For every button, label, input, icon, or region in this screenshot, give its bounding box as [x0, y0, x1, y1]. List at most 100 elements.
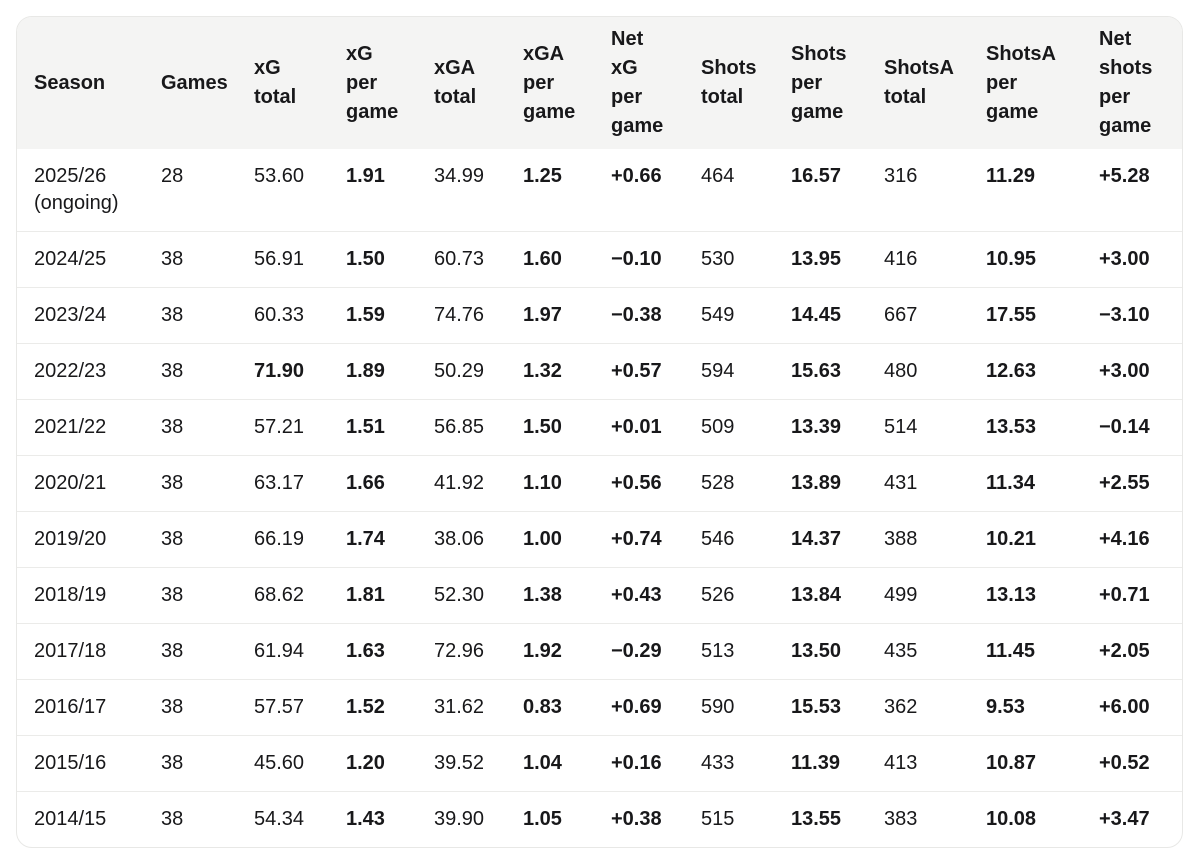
cell-xg-per-game: 1.91: [346, 165, 385, 187]
cell-shots-total: 528: [701, 455, 791, 512]
cell-xg-total: 53.60: [254, 165, 305, 187]
cell-xga-total: 56.85: [434, 399, 523, 456]
cell-net-shots-per-game: +2.05: [1099, 623, 1182, 680]
cell-season: 2014/15: [17, 791, 161, 847]
cell-shots-per-game: 16.57: [791, 165, 842, 187]
cell-net-xg-per-game: −0.29: [611, 623, 701, 680]
cell-games: 38: [161, 623, 254, 680]
cell-shots-per-game: 13.84: [791, 567, 884, 624]
cell-games: 38: [161, 511, 254, 568]
cell-shots-per-game: 15.63: [791, 343, 884, 400]
cell-shots-total: 530: [701, 231, 791, 288]
table-row: 2016/17 38 57.57 1.52 31.62 0.83 +0.69 590 15.53…: [17, 679, 1182, 736]
column-header-shotsa-per-game: ShotsA per game: [986, 17, 1099, 149]
cell-net-shots-per-game: +3.00: [1099, 231, 1182, 288]
cell-xg-per-game: 1.89: [346, 343, 434, 400]
cell-shotsa-per-game: 10.95: [986, 231, 1099, 288]
cell-xga-total: 41.92: [434, 455, 523, 512]
cell-shotsa-total: 413: [884, 735, 986, 792]
cell-shotsa-per-game: 13.53: [986, 399, 1099, 456]
cell-games: 38: [161, 343, 254, 400]
cell-shots-per-game: 13.95: [791, 231, 884, 288]
cell-net-xg-per-game: +0.56: [611, 455, 701, 512]
cell-xg-total: 54.34: [254, 791, 346, 847]
cell-xga-total: 50.29: [434, 343, 523, 400]
cell-shotsa-per-game: 12.63: [986, 343, 1099, 400]
table-body: 2025/26 (ongoing) 28 53.60 1.91 34.99 1.25 +0.…: [17, 149, 1182, 847]
cell-xga-total: 31.62: [434, 679, 523, 736]
cell-shots-per-game: 14.37: [791, 511, 884, 568]
cell-xga-per-game: 1.04: [523, 735, 611, 792]
cell-shots-total: 546: [701, 511, 791, 568]
cell-shotsa-total: 480: [884, 343, 986, 400]
cell-season: 2024/25: [17, 231, 161, 288]
cell-games: 38: [161, 231, 254, 288]
cell-shots-total: 590: [701, 679, 791, 736]
cell-games: 38: [161, 679, 254, 736]
cell-xga-per-game: 0.83: [523, 679, 611, 736]
cell-shots-total: 549: [701, 287, 791, 344]
cell-shots-total: 513: [701, 623, 791, 680]
cell-net-shots-per-game: +3.47: [1099, 791, 1182, 847]
cell-games: 28: [161, 165, 184, 187]
cell-net-xg-per-game: +0.01: [611, 399, 701, 456]
cell-net-xg-per-game: +0.66: [611, 165, 662, 187]
cell-season: 2016/17: [17, 679, 161, 736]
cell-xga-total: 39.52: [434, 735, 523, 792]
cell-xg-total: 45.60: [254, 735, 346, 792]
cell-shotsa-total: 388: [884, 511, 986, 568]
cell-shots-total: 433: [701, 735, 791, 792]
cell-xg-per-game: 1.81: [346, 567, 434, 624]
table-row: 2022/23 38 71.90 1.89 50.29 1.32 +0.57 594 15.63…: [17, 343, 1182, 400]
cell-season: 2023/24: [17, 287, 161, 344]
cell-season: 2018/19: [17, 567, 161, 624]
cell-net-xg-per-game: +0.74: [611, 511, 701, 568]
table-row: 2018/19 38 68.62 1.81 52.30 1.38 +0.43 526 13.84…: [17, 567, 1182, 624]
table-row: 2019/20 38 66.19 1.74 38.06 1.00 +0.74 546 14.37…: [17, 511, 1182, 568]
cell-shots-per-game: 14.45: [791, 287, 884, 344]
cell-shots-total: 509: [701, 399, 791, 456]
cell-shots-total: 464: [701, 165, 735, 187]
cell-shotsa-per-game: 10.08: [986, 791, 1099, 847]
cell-xga-per-game: 1.32: [523, 343, 611, 400]
cell-xg-per-game: 1.51: [346, 399, 434, 456]
cell-shots-per-game: 15.53: [791, 679, 884, 736]
cell-net-xg-per-game: −0.10: [611, 231, 701, 288]
cell-xga-per-game: 1.38: [523, 567, 611, 624]
cell-xg-per-game: 1.43: [346, 791, 434, 847]
cell-shotsa-per-game: 9.53: [986, 679, 1099, 736]
cell-shots-per-game: 13.50: [791, 623, 884, 680]
cell-shotsa-per-game: 11.29: [986, 165, 1035, 187]
cell-xg-per-game: 1.20: [346, 735, 434, 792]
cell-shotsa-per-game: 11.34: [986, 455, 1099, 512]
cell-net-shots-per-game: +2.55: [1099, 455, 1182, 512]
cell-xg-per-game: 1.50: [346, 231, 434, 288]
cell-season: 2022/23: [17, 343, 161, 400]
cell-games: 38: [161, 287, 254, 344]
cell-net-shots-per-game: +6.00: [1099, 679, 1182, 736]
column-header-net-shots-per-game: Net shots per game: [1099, 17, 1182, 149]
cell-xga-per-game: 1.92: [523, 623, 611, 680]
cell-net-xg-per-game: −0.38: [611, 287, 701, 344]
cell-games: 38: [161, 791, 254, 847]
cell-xga-per-game: 1.25: [523, 165, 562, 187]
cell-shots-per-game: 13.55: [791, 791, 884, 847]
cell-xg-per-game: 1.63: [346, 623, 434, 680]
cell-xga-total: 39.90: [434, 791, 523, 847]
cell-xga-per-game: 1.60: [523, 231, 611, 288]
cell-xga-per-game: 1.00: [523, 511, 611, 568]
cell-net-xg-per-game: +0.38: [611, 791, 701, 847]
cell-net-shots-per-game: +4.16: [1099, 511, 1182, 568]
cell-shotsa-per-game: 10.21: [986, 511, 1099, 568]
table-row: 2014/15 38 54.34 1.43 39.90 1.05 +0.38 515 13.55…: [17, 791, 1182, 847]
cell-shotsa-total: 416: [884, 231, 986, 288]
cell-xg-total: 60.33: [254, 287, 346, 344]
column-header-net-xg-per-game: Net xG per game: [611, 17, 701, 149]
cell-xga-total: 38.06: [434, 511, 523, 568]
cell-season: 2020/21: [17, 455, 161, 512]
cell-xga-per-game: 1.97: [523, 287, 611, 344]
column-header-shots-total: Shots total: [701, 17, 791, 149]
cell-shotsa-total: 514: [884, 399, 986, 456]
column-header-xg-per-game: xG per game: [346, 17, 434, 149]
